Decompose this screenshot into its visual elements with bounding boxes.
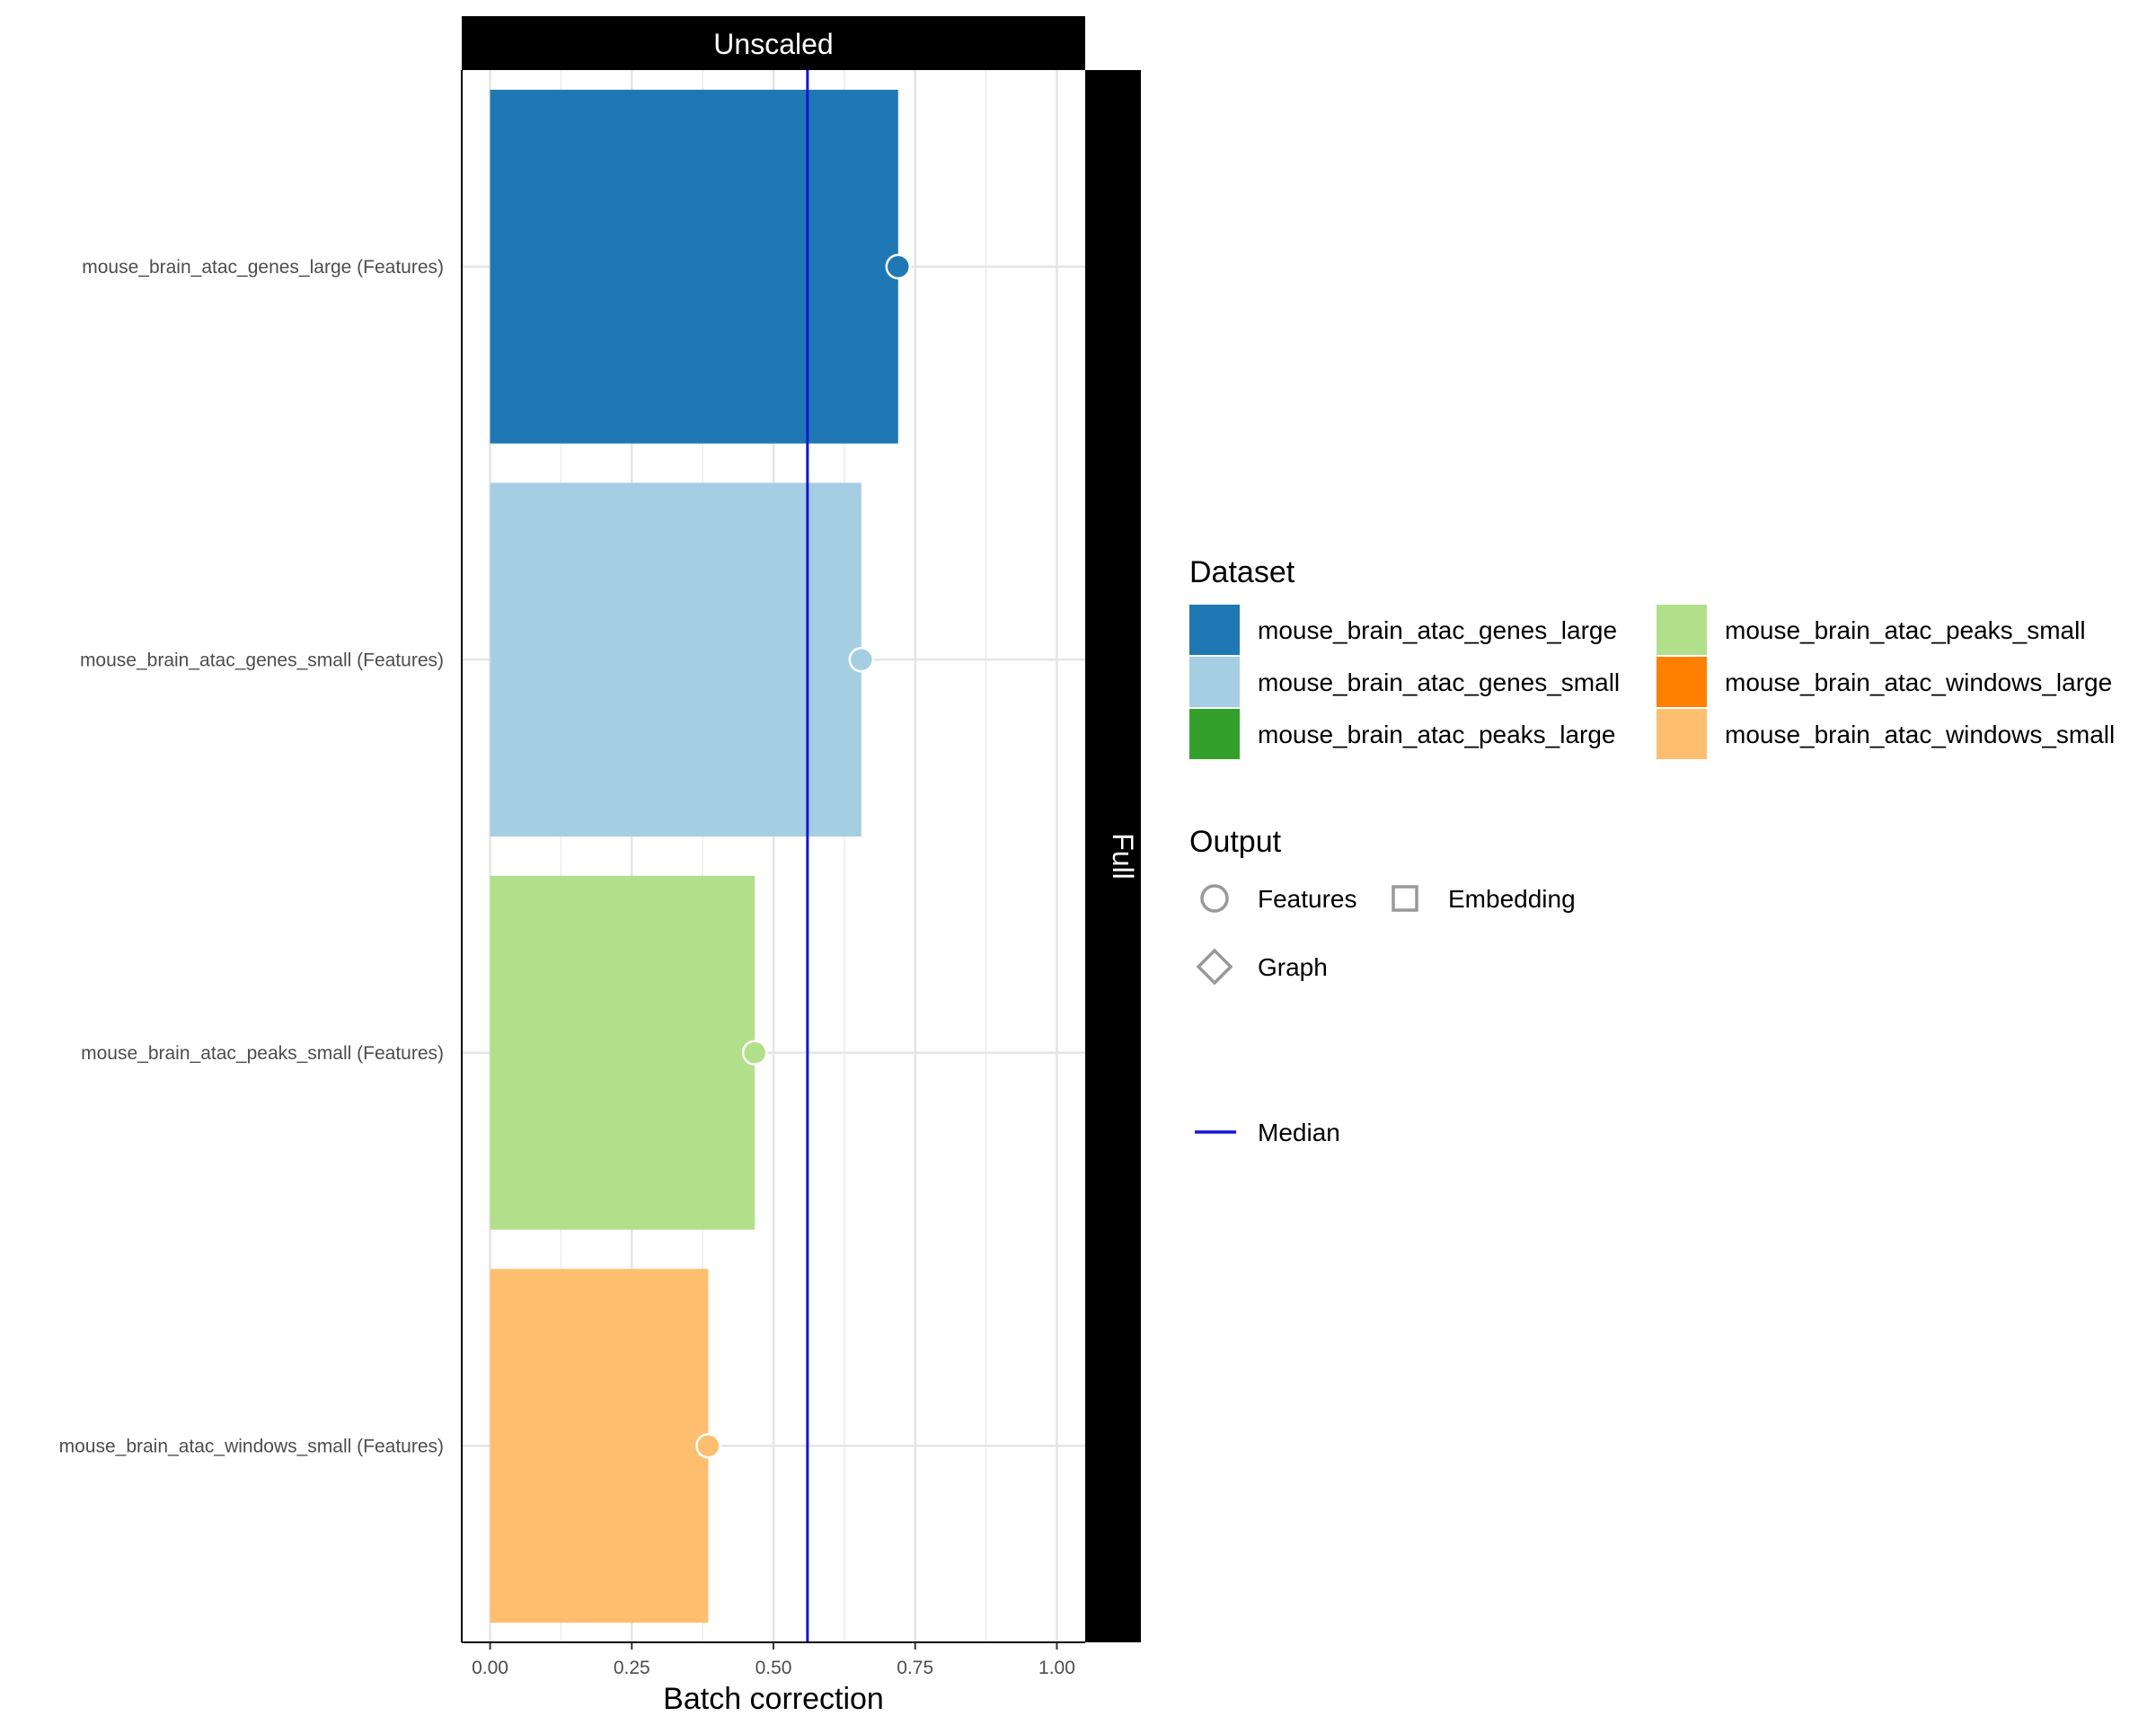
facet-strip-top-label: Unscaled xyxy=(713,28,833,60)
legend-key-mouse_brain_atac_windows_large xyxy=(1657,657,1707,707)
square-icon xyxy=(1392,885,1418,912)
x-axis-title: Batch correction xyxy=(663,1682,884,1716)
legend-output-label: Features xyxy=(1258,885,1357,913)
legend-label: mouse_brain_atac_peaks_small xyxy=(1725,616,2086,644)
legend-median: Median xyxy=(1195,1119,1340,1146)
y-tick-label: mouse_brain_atac_peaks_small (Features) xyxy=(81,1043,444,1064)
x-tick-label: 0.00 xyxy=(472,1658,508,1678)
y-tick-labels: mouse_brain_atac_genes_large (Features) m… xyxy=(59,257,444,1457)
bar xyxy=(490,482,862,837)
facet-strip-right xyxy=(1085,70,1141,1642)
legend-output: Features Embedding Graph xyxy=(1196,884,1576,986)
legend-label: mouse_brain_atac_genes_large xyxy=(1258,616,1617,644)
legend-label: mouse_brain_atac_genes_small xyxy=(1258,668,1620,696)
y-tick-label: mouse_brain_atac_windows_small (Features… xyxy=(59,1436,444,1456)
legend-output-title: Output xyxy=(1189,825,1282,859)
x-tick-label: 0.75 xyxy=(897,1658,933,1678)
bar xyxy=(490,1269,709,1623)
x-tick-labels: 0.00 0.25 0.50 0.75 1.00 xyxy=(472,1642,1075,1678)
circle-icon xyxy=(1200,884,1229,913)
legend-dataset: mouse_brain_atac_genes_large mouse_brain_… xyxy=(1189,605,2115,759)
legend-output-label: Graph xyxy=(1258,953,1328,981)
y-tick-label: mouse_brain_atac_genes_small (Features) xyxy=(80,650,444,670)
legend-label: mouse_brain_atac_peaks_large xyxy=(1258,721,1616,748)
legend-output-label: Embedding xyxy=(1448,885,1576,913)
bar xyxy=(490,875,755,1230)
legend-key-mouse_brain_atac_peaks_large xyxy=(1189,709,1240,759)
legend-key-mouse_brain_atac_genes_small xyxy=(1189,657,1240,707)
facet-strip-right-label: Full xyxy=(1107,833,1139,880)
data-point xyxy=(695,1433,721,1459)
legend-key-mouse_brain_atac_peaks_small xyxy=(1657,605,1707,655)
x-tick-label: 1.00 xyxy=(1038,1658,1075,1678)
data-point xyxy=(848,647,875,673)
data-point xyxy=(741,1039,768,1066)
x-tick-label: 0.25 xyxy=(614,1658,650,1678)
median-legend-label: Median xyxy=(1258,1119,1340,1146)
bars-layer xyxy=(490,89,898,1623)
legend-dataset-title: Dataset xyxy=(1189,555,1295,589)
legend-label: mouse_brain_atac_windows_large xyxy=(1725,668,2112,696)
x-tick-label: 0.50 xyxy=(755,1658,792,1678)
points-layer xyxy=(695,253,912,1459)
bar xyxy=(490,89,898,444)
legend-key-mouse_brain_atac_windows_small xyxy=(1657,709,1707,759)
legend-key-mouse_brain_atac_genes_large xyxy=(1189,605,1240,655)
legend-label: mouse_brain_atac_windows_small xyxy=(1725,721,2115,748)
facet-strip-top xyxy=(462,16,1085,70)
y-tick-label: mouse_brain_atac_genes_large (Features) xyxy=(82,257,444,278)
data-point xyxy=(885,253,912,279)
diamond-icon xyxy=(1196,948,1233,986)
